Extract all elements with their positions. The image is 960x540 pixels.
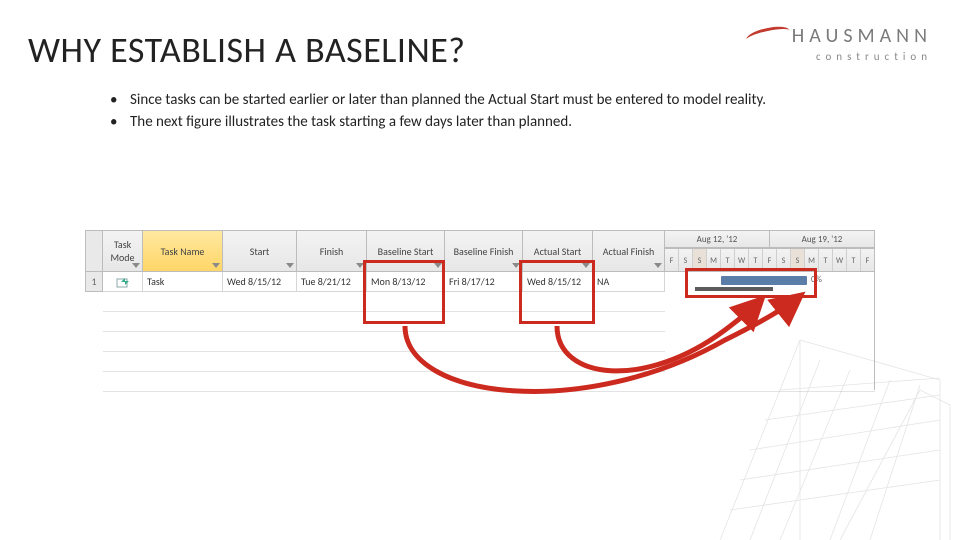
annotation-box-actual-start <box>519 260 595 324</box>
timeline-day: W <box>832 249 846 271</box>
logo-brand: HAUSMANN <box>792 24 932 48</box>
col-header-label: Task Mode <box>105 238 140 264</box>
annotation-box-gantt <box>685 268 817 298</box>
bullet-item: Since tasks can be started earlier or la… <box>110 90 830 110</box>
col-header-label: Start <box>250 245 269 258</box>
logo-swoosh-icon <box>745 24 791 47</box>
annotation-box-baseline-start <box>363 260 445 324</box>
logo: HAUSMANN construction <box>792 24 932 63</box>
timeline-day: T <box>846 249 860 271</box>
timeline-day: F <box>860 249 874 271</box>
page-title: WHY ESTABLISH A BASELINE? <box>28 28 465 72</box>
timeline-week-2: Aug 19, '12 <box>770 230 875 248</box>
col-header-start: Start <box>223 230 297 272</box>
row-header-blank <box>85 230 103 272</box>
col-header-baseline-finish: Baseline Finish <box>445 230 523 272</box>
cell-finish: Tue 8/21/12 <box>297 272 367 292</box>
col-header-task-name: Task Name <box>143 230 223 272</box>
dropdown-icon <box>286 263 294 268</box>
auto-schedule-icon <box>116 276 130 290</box>
col-header-label: Baseline Start <box>378 245 434 258</box>
dropdown-icon <box>132 263 140 268</box>
col-header-label: Actual Finish <box>603 245 655 258</box>
col-header-label: Baseline Finish <box>454 245 514 258</box>
col-header-label: Finish <box>320 245 344 258</box>
col-header-actual-finish: Actual Finish <box>593 230 665 272</box>
cell-task-name: Task <box>143 272 223 292</box>
cell-actual-finish: NA <box>593 272 665 292</box>
row-header-1: 1 <box>85 272 103 292</box>
col-header-finish: Finish <box>297 230 367 272</box>
dropdown-icon <box>212 263 220 268</box>
col-header-label: Actual Start <box>534 245 581 258</box>
bullet-item: The next figure illustrates the task sta… <box>110 112 830 132</box>
logo-subtitle: construction <box>792 50 932 63</box>
col-header-task-mode: Task Mode <box>103 230 143 272</box>
timeline-day: F <box>665 249 678 271</box>
cell-task-mode <box>103 272 143 292</box>
dropdown-icon <box>654 263 662 268</box>
col-header-label: Task Name <box>161 245 205 258</box>
cell-baseline-finish: Fri 8/17/12 <box>445 272 523 292</box>
bullet-list: Since tasks can be started earlier or la… <box>110 90 830 135</box>
cell-start: Wed 8/15/12 <box>223 272 297 292</box>
slide: { "title": "WHY ESTABLISH A BASELINE?", … <box>0 0 960 540</box>
logo-brand-text: HAUSMANN <box>792 24 932 48</box>
timeline-week-1: Aug 12, '12 <box>665 230 770 248</box>
building-wireframe-icon <box>690 330 960 540</box>
timeline-day: T <box>818 249 832 271</box>
